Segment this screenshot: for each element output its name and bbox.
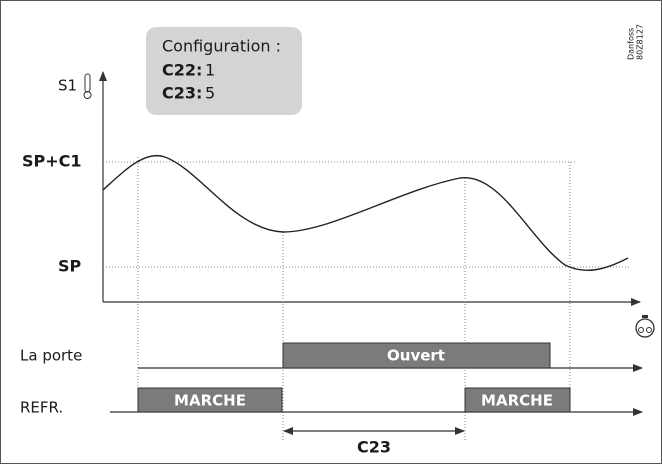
state-label: MARCHE: [174, 392, 246, 410]
config-title: Configuration :: [162, 37, 281, 56]
logo-brand: Danfoss: [627, 28, 636, 60]
config-box: [146, 27, 302, 115]
config-value: 5: [205, 84, 215, 103]
row-label: La porte: [20, 347, 82, 365]
state-bar: [282, 342, 551, 369]
logo-code: 80Z8127: [636, 24, 645, 60]
level-label: SP+C1: [22, 152, 82, 171]
interval-label: C23: [357, 438, 391, 457]
state-label: MARCHE: [481, 392, 553, 410]
temperature-curve: [102, 154, 629, 271]
thermometer-icon: [83, 73, 92, 99]
state-label: Ouvert: [387, 347, 445, 365]
config-key: C23:: [162, 84, 202, 103]
state-bar: [464, 387, 571, 413]
row-label: REFR.: [20, 399, 63, 417]
timer-icon: [635, 315, 655, 338]
level-label: SP: [58, 257, 82, 276]
config-key: C22:: [162, 61, 202, 80]
config-value: 1: [205, 61, 215, 80]
state-bar: [137, 387, 283, 413]
y-label: S1: [58, 77, 77, 95]
